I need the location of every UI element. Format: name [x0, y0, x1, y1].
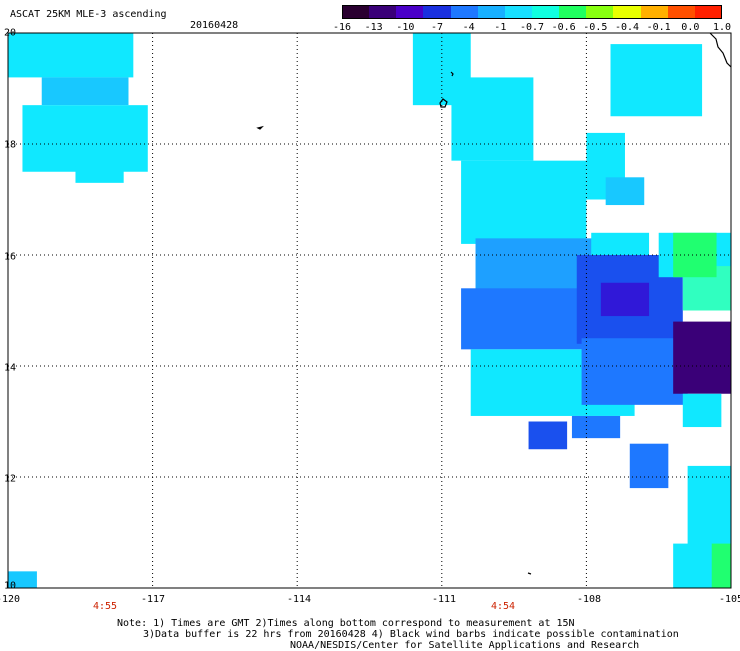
y-label-12: 12: [4, 473, 17, 485]
colorbar-swatch: [396, 5, 424, 19]
wind-cell: [571, 415, 621, 439]
colorbar-label: -0.6: [551, 22, 576, 33]
colorbar-swatch: [342, 5, 370, 19]
colorbar-label: -0.4: [614, 22, 640, 33]
x-label-117: -117: [140, 594, 166, 605]
x-label-111: -111: [431, 594, 457, 605]
time-label-left: 4:55: [93, 601, 118, 612]
y-label-10: 10: [4, 580, 17, 592]
x-label-105: -105: [718, 594, 740, 605]
wind-cell: [528, 421, 568, 450]
wind-cell: [600, 282, 650, 317]
colorbar-label: -7: [430, 22, 444, 33]
colorbar-swatch: [369, 5, 397, 19]
wind-cell: [711, 543, 731, 588]
wind-cell: [461, 160, 587, 244]
colorbar-swatch: [667, 5, 696, 19]
colorbar-frame: [342, 5, 722, 19]
colorbar-label: -0.5: [583, 22, 608, 33]
product-date: 20160428: [190, 20, 239, 31]
y-label-20: 20: [4, 27, 17, 39]
colorbar-label: -10: [396, 22, 415, 33]
colorbar-swatch: [586, 5, 614, 19]
wind-cell: [8, 33, 134, 78]
colorbar-swatch: [559, 5, 587, 19]
colorbar-swatch: [640, 5, 669, 19]
wind-cell: [673, 232, 717, 278]
wind-cell: [673, 543, 712, 588]
colorbar-swatch: [477, 5, 506, 19]
y-label-14: 14: [4, 362, 17, 374]
colorbar-swatch: [450, 5, 479, 19]
island-outline: [256, 125, 264, 130]
wind-cell: [451, 77, 534, 161]
x-label-108: -108: [576, 594, 602, 605]
wind-cell: [610, 44, 703, 117]
wind-cell: [22, 105, 148, 172]
x-label-114: -114: [286, 594, 312, 605]
wind-cell: [673, 321, 731, 394]
note-line-2: 3)Data buffer is 22 hrs from 20160428 4)…: [143, 629, 679, 640]
y-label-18: 18: [4, 139, 17, 151]
colorbar-label: -0.1: [646, 22, 671, 33]
y-label-16: 16: [4, 251, 17, 263]
colorbar-label: -13: [364, 22, 383, 33]
colorbar-swatch: [613, 5, 642, 19]
island-outline: [439, 98, 448, 108]
wind-cell: [629, 443, 669, 489]
wind-cell: [41, 77, 129, 106]
wind-cell: [75, 166, 124, 183]
island-outline: [527, 572, 532, 575]
x-label-120: -120: [0, 594, 21, 605]
wind-cell: [605, 177, 645, 206]
wind-cell: [581, 338, 688, 405]
colorbar-label: 0.0: [681, 22, 700, 33]
product-title: ASCAT 25KM MLE-3 ascending: [10, 9, 167, 20]
colorbar-label: -0.7: [519, 22, 545, 33]
colorbar-swatch: [694, 5, 723, 19]
coastline: [709, 32, 732, 68]
wind-cell: [8, 571, 37, 588]
island-outline: [450, 71, 454, 77]
map-frame: [7, 32, 732, 589]
colorbar-label: -16: [332, 22, 352, 33]
colorbar-label: -4: [462, 22, 475, 33]
time-label-right: 4:54: [491, 601, 516, 612]
note-line-1: Note: 1) Times are GMT 2)Times along bot…: [117, 618, 575, 629]
note-line-3: NOAA/NESDIS/Center for Satellite Applica…: [290, 640, 640, 651]
colorbar-label: 1.0: [712, 22, 732, 33]
colorbar-label: -1: [494, 22, 507, 33]
colorbar-swatch: [532, 5, 560, 19]
colorbar-swatch: [504, 5, 533, 19]
wind-cell: [682, 393, 722, 428]
colorbar-swatch: [423, 5, 452, 19]
